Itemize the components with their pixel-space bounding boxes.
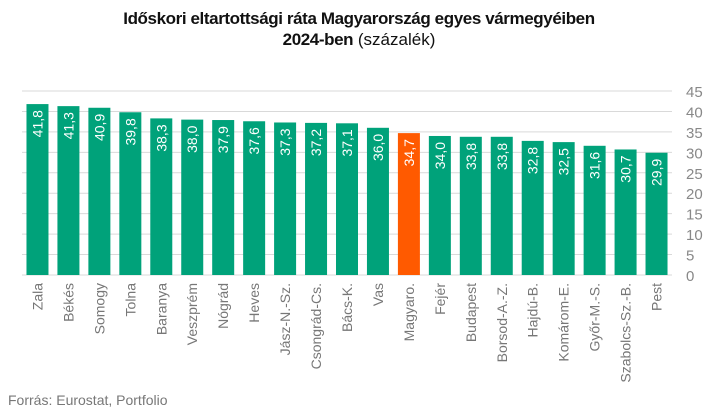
source-note: Forrás: Eurostat, Portfolio (8, 392, 168, 408)
x-tick-label: Hajdú-B. (525, 283, 541, 337)
value-label: 38,3 (153, 124, 169, 151)
x-tick-label: Borsod-A.-Z. (494, 283, 510, 362)
value-label: 37,2 (308, 129, 324, 156)
y-tick-label: 20 (686, 186, 703, 203)
y-tick-label: 30 (686, 145, 703, 162)
value-label: 40,9 (91, 114, 107, 141)
x-tick-label: Tolna (122, 283, 138, 317)
value-label: 32,8 (525, 147, 541, 174)
value-label: 37,9 (215, 126, 231, 153)
x-tick-label: Békés (60, 283, 76, 322)
value-label: 37,6 (246, 127, 262, 154)
y-tick-label: 10 (686, 227, 703, 244)
bar (57, 106, 80, 275)
bar (459, 136, 482, 275)
bar (212, 120, 235, 275)
x-tick-label: Fejér (432, 283, 448, 315)
bar (428, 135, 451, 275)
x-tick-label: Vas (370, 283, 386, 306)
bar (366, 127, 389, 275)
value-label: 29,9 (649, 159, 665, 186)
y-tick-label: 40 (686, 104, 703, 121)
value-label: 38,0 (184, 125, 200, 152)
bar (119, 112, 142, 275)
x-tick-label: Győr-M.-S. (587, 283, 603, 351)
value-label: 36,0 (370, 134, 386, 161)
value-label: 39,8 (122, 118, 138, 145)
bar (274, 122, 297, 276)
bar (583, 145, 606, 275)
value-label: 37,3 (277, 128, 293, 155)
x-tick-label: Nógrád (215, 283, 231, 329)
value-label: 41,8 (29, 110, 45, 137)
x-tick-label: Szabolcs-Sz.-B. (618, 283, 634, 383)
x-tick-label: Zala (29, 283, 45, 310)
x-tick-label: Somogy (91, 283, 107, 334)
value-label: 37,1 (339, 129, 355, 156)
x-tick-label: Pest (649, 283, 665, 311)
y-tick-label: 5 (686, 248, 694, 265)
bar (150, 118, 173, 275)
bar (397, 133, 420, 275)
value-label: 33,8 (463, 143, 479, 170)
bar (88, 107, 111, 276)
x-tick-label: Magyaro. (401, 283, 417, 341)
x-tick-label: Komárom-E. (556, 283, 572, 362)
value-label: 33,8 (494, 143, 510, 170)
y-tick-label: 0 (686, 268, 694, 285)
x-tick-label: Baranya (153, 283, 169, 335)
value-label: 34,7 (401, 139, 417, 166)
bar (490, 136, 513, 275)
y-tick-label: 25 (686, 166, 703, 183)
bar (521, 140, 544, 275)
value-label: 30,7 (618, 155, 634, 182)
x-tick-label: Veszprém (184, 283, 200, 345)
chart-title: Időskori eltartottsági ráta Magyarország… (123, 9, 595, 49)
value-label: 41,3 (60, 112, 76, 139)
bar (305, 122, 328, 275)
bar (243, 121, 266, 275)
value-label: 32,5 (556, 148, 572, 175)
x-tick-label: Budapest (463, 283, 479, 342)
value-label: 31,6 (587, 152, 603, 179)
x-tick-label: Csongrád-Cs. (308, 283, 324, 369)
bar (645, 152, 668, 275)
x-tick-label: Jász-N.-Sz. (277, 283, 293, 355)
x-tick-label: Heves (246, 283, 262, 323)
bar (336, 123, 358, 276)
bar (26, 104, 49, 275)
x-tick-label: Bács-K. (339, 283, 355, 332)
y-tick-label: 35 (686, 125, 703, 142)
bar (614, 149, 637, 275)
y-tick-label: 15 (686, 207, 703, 224)
bar (552, 142, 575, 275)
bar (181, 119, 204, 275)
value-label: 34,0 (432, 142, 448, 169)
y-tick-label: 45 (686, 84, 703, 101)
